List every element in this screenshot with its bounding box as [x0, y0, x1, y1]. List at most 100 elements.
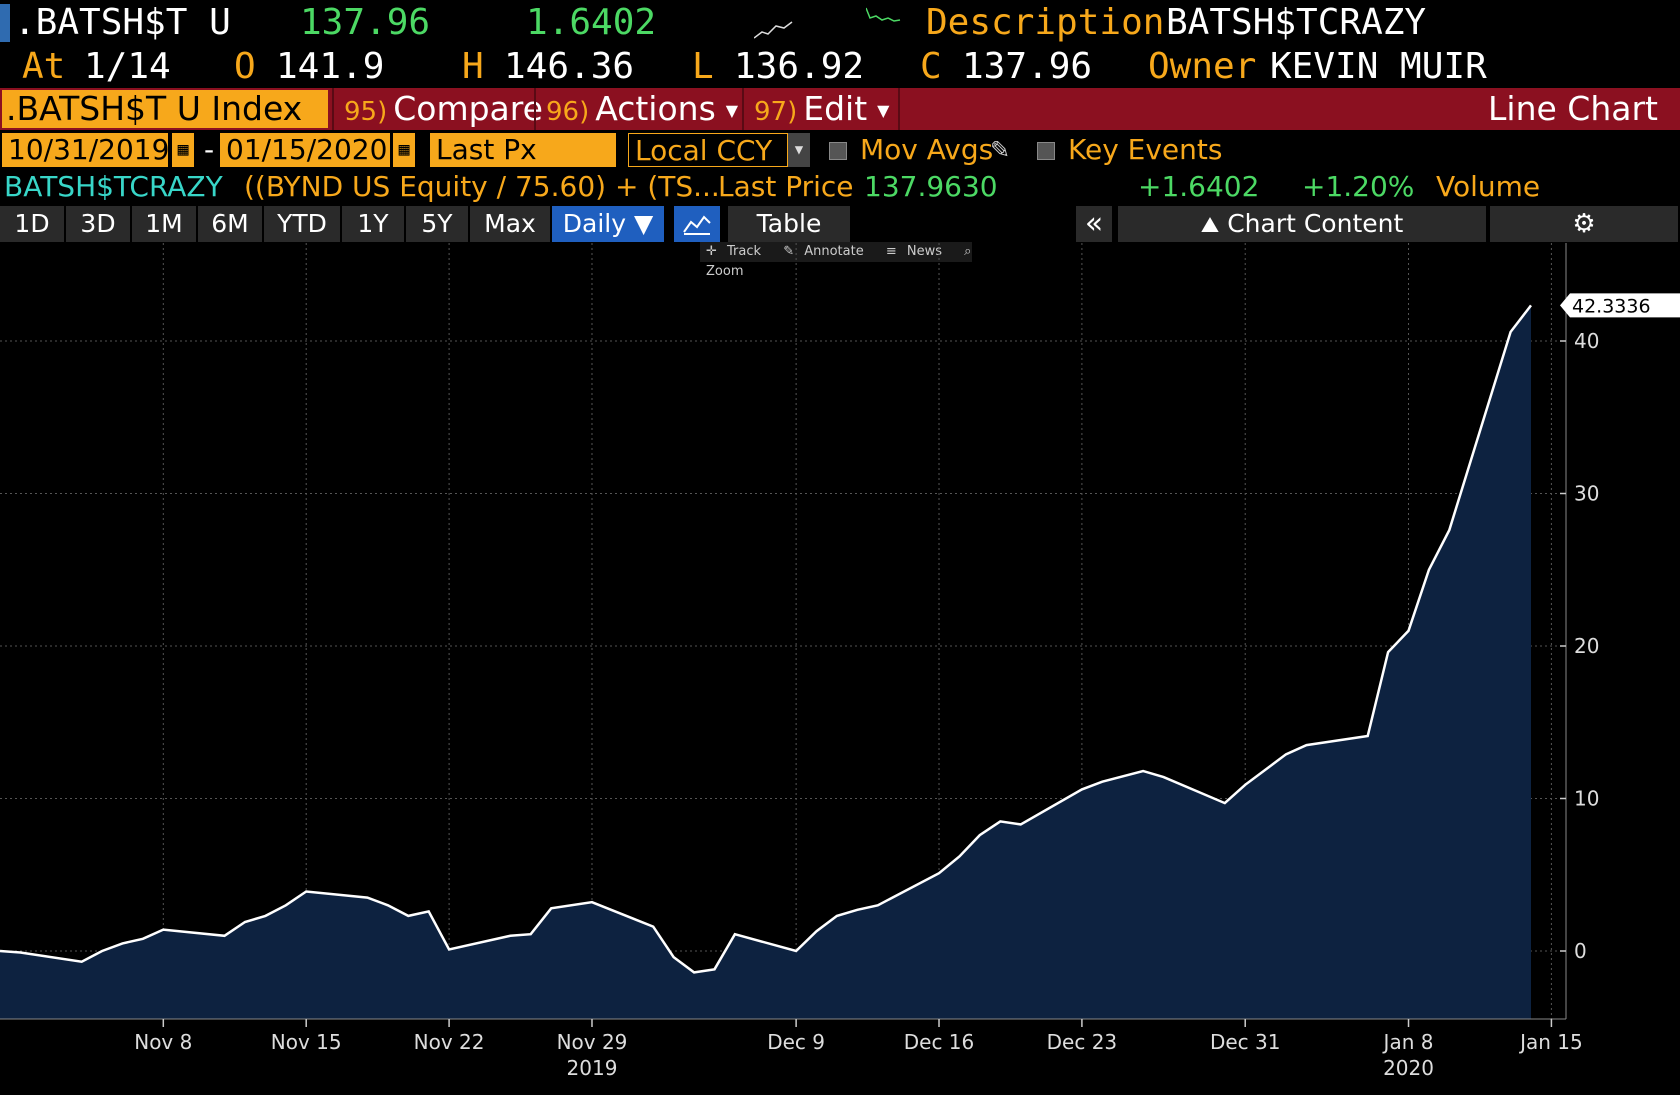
x-tick-label: Dec 9 — [767, 1030, 825, 1054]
line-chart-icon[interactable] — [674, 206, 720, 242]
divider — [898, 88, 900, 130]
settings-row: 10/31/2019 ▦ - 01/15/2020 ▦ Last Px Loca… — [0, 131, 1680, 169]
x-tick-label: Jan 8 — [1382, 1030, 1434, 1054]
volume-label: Volume — [1436, 169, 1540, 205]
chart-content-button[interactable]: ⛰ Chart Content — [1118, 206, 1486, 242]
x-tick-label: Nov 8 — [134, 1030, 192, 1054]
start-date-input[interactable]: 10/31/2019 — [2, 133, 168, 167]
edit-button[interactable]: 97)Edit ▼ — [754, 88, 889, 130]
open-label: O — [234, 46, 256, 88]
key-events-label: Key Events — [1068, 131, 1222, 169]
year-label: 2019 — [567, 1056, 618, 1080]
close-label: C — [920, 46, 942, 88]
low-label: L — [692, 46, 714, 88]
currency-select[interactable]: Local CCY — [628, 133, 788, 167]
period-5y-button[interactable]: 5Y — [406, 206, 468, 242]
calendar-icon[interactable]: ▦ — [172, 133, 194, 167]
compare-label: Compare — [393, 89, 543, 128]
y-tick-label: 0 — [1574, 939, 1587, 963]
field-select[interactable]: Last Px — [430, 133, 616, 167]
mini-chart-icon — [866, 6, 902, 24]
high-label: H — [462, 46, 484, 88]
period-ytd-button[interactable]: YTD — [264, 206, 340, 242]
low-value: 136.92 — [734, 46, 864, 88]
owner-label: Owner — [1148, 46, 1256, 88]
end-date-input[interactable]: 01/15/2020 — [220, 133, 390, 167]
year-label: 2020 — [1383, 1056, 1434, 1080]
actions-num: 96) — [546, 97, 589, 127]
last-price-value: 137.9630 — [864, 169, 998, 205]
chevron-down-icon: ▼ — [726, 101, 738, 120]
x-axis: Nov 8 Nov 15 Nov 22 Nov 29 Dec 9 Dec 16 Dec 23… — [0, 1019, 1583, 1080]
y-axis: 0 10 20 30 40 42.3336 — [1560, 243, 1680, 1019]
calendar-icon[interactable]: ▦ — [393, 133, 415, 167]
chart-type-label[interactable]: Line Chart — [1488, 88, 1658, 130]
sparkline-icon — [754, 18, 794, 40]
info-row: BATSH$TCRAZY ((BYND US Equity / 75.60) +… — [0, 169, 1680, 205]
period-1y-button[interactable]: 1Y — [342, 206, 404, 242]
open-value: 141.9 — [276, 46, 384, 88]
period-max-button[interactable]: Max — [470, 206, 550, 242]
series-area — [0, 305, 1531, 1019]
y-tick-label: 20 — [1574, 634, 1599, 658]
change-value: +1.6402 — [1138, 169, 1259, 205]
high-value: 146.36 — [504, 46, 634, 88]
close-value: 137.96 — [962, 46, 1092, 88]
actions-button[interactable]: 96)Actions ▼ — [546, 88, 738, 130]
line-chart: 0 10 20 30 40 42.3336 Nov 8 Nov 15 Nov 22 Nov 29… — [0, 243, 1680, 1091]
period-1d-button[interactable]: 1D — [0, 206, 64, 242]
edit-label: Edit — [803, 89, 867, 128]
date-separator: - — [204, 131, 214, 169]
at-value: 1/14 — [84, 46, 171, 88]
pct-change-value: +1.20% — [1302, 169, 1414, 205]
chart-glyph — [682, 212, 712, 236]
x-tick-label: Nov 22 — [414, 1030, 485, 1054]
key-events-checkbox[interactable] — [1037, 142, 1055, 160]
mov-avgs-checkbox[interactable] — [829, 142, 847, 160]
series-name: BATSH$TCRAZY — [4, 169, 223, 205]
gear-icon[interactable]: ⚙ — [1490, 206, 1678, 242]
frequency-select[interactable]: Daily ▼ — [552, 206, 664, 242]
y-tick-label: 10 — [1574, 787, 1599, 811]
last-price-label: Last Price — [718, 169, 854, 205]
table-button[interactable]: Table — [728, 206, 850, 242]
x-tick-label: Nov 15 — [271, 1030, 342, 1054]
mov-avgs-label: Mov Avgs — [860, 131, 993, 169]
collapse-left-icon[interactable]: « — [1076, 206, 1112, 242]
series-formula: ((BYND US Equity / 75.60) + (TS... — [244, 169, 720, 205]
description-value: BATSH$TCRAZY — [1166, 0, 1426, 46]
y-tick-label: 30 — [1574, 482, 1599, 506]
ticker-symbol: .BATSH$T U — [14, 0, 231, 46]
description-label: Description — [926, 0, 1164, 46]
period-6m-button[interactable]: 6M — [198, 206, 262, 242]
x-tick-label: Nov 29 — [557, 1030, 628, 1054]
actions-label: Actions — [595, 89, 716, 128]
net-change: 1.6402 — [526, 0, 656, 46]
chart-area[interactable]: 0 10 20 30 40 42.3336 Nov 8 Nov 15 Nov 22 Nov 29… — [0, 243, 1680, 1091]
divider — [332, 88, 334, 130]
toolbar: .BATSH$T U Index 95)Compare 96)Actions▼ … — [0, 88, 1680, 130]
x-tick-label: Dec 31 — [1210, 1030, 1281, 1054]
edit-num: 97) — [754, 97, 797, 127]
divider — [534, 88, 536, 130]
owner-value: KEVIN MUIR — [1270, 46, 1487, 88]
x-tick-label: Dec 23 — [1047, 1030, 1118, 1054]
y-tick-label: 40 — [1574, 329, 1599, 353]
x-tick-label: Dec 16 — [904, 1030, 975, 1054]
last-value-label: 42.3336 — [1572, 295, 1651, 317]
last-price: 137.96 — [300, 0, 430, 46]
compare-button[interactable]: 95)Compare — [344, 88, 543, 130]
compare-num: 95) — [344, 97, 387, 127]
period-1m-button[interactable]: 1M — [132, 206, 196, 242]
ticker-tab — [0, 4, 10, 42]
chart-content-icon: ⛰ — [1201, 213, 1219, 238]
security-input[interactable]: .BATSH$T U Index — [2, 90, 328, 128]
chart-content-label: Chart Content — [1227, 209, 1403, 238]
chevron-down-icon[interactable]: ▼ — [788, 133, 810, 167]
period-3d-button[interactable]: 3D — [66, 206, 130, 242]
chevron-down-icon: ▼ — [877, 101, 889, 120]
pencil-icon[interactable]: ✎ — [990, 131, 1010, 169]
divider — [742, 88, 744, 130]
period-toolbar: 1D 3D 1M 6M YTD 1Y 5Y Max Daily ▼ Table … — [0, 205, 1680, 243]
x-tick-label: Jan 15 — [1518, 1030, 1583, 1054]
